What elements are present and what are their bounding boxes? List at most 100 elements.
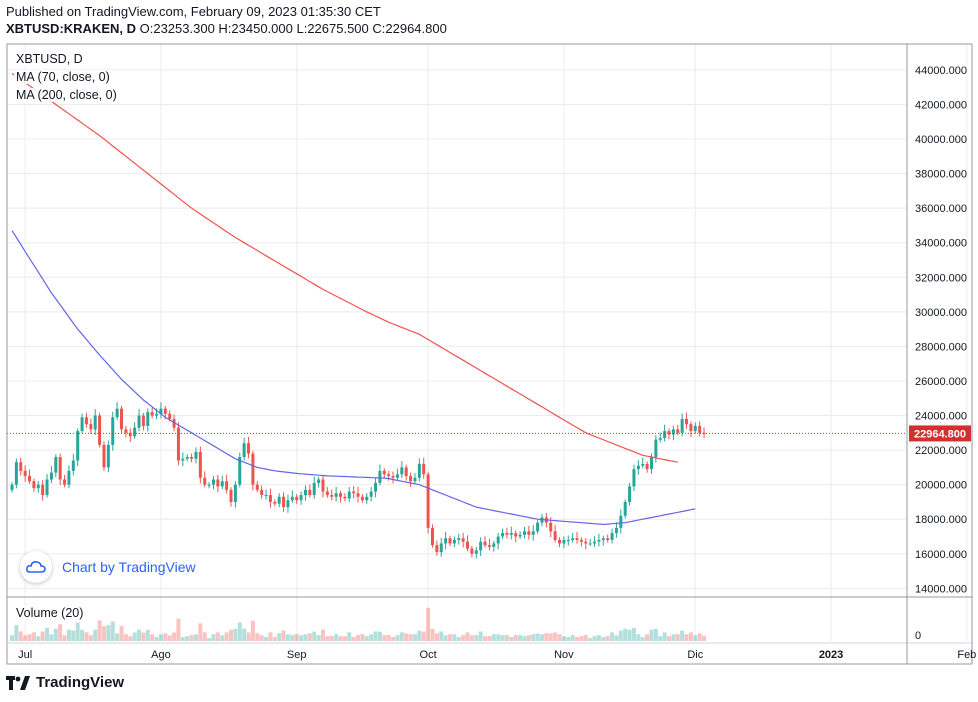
volume-bar xyxy=(80,629,85,641)
candle-body xyxy=(487,545,491,547)
volume-bar xyxy=(356,635,361,641)
volume-bar xyxy=(364,636,369,641)
candle-body xyxy=(207,484,211,486)
volume-bar xyxy=(570,635,575,641)
legend-ma70: MA (70, close, 0) xyxy=(14,70,112,84)
y-tick-label: 42000.000 xyxy=(915,99,967,111)
volume-bar xyxy=(268,632,273,641)
candle-body xyxy=(19,462,23,471)
candle-body xyxy=(321,479,325,492)
volume-bar xyxy=(667,636,671,641)
candle-body xyxy=(198,451,202,478)
volume-bar xyxy=(583,635,588,641)
volume-bar xyxy=(399,632,404,641)
volume-axis-label: 0 xyxy=(915,630,921,642)
volume-bar xyxy=(176,618,181,641)
volume-bar xyxy=(391,637,396,641)
volume-bar xyxy=(224,632,229,641)
candle-body xyxy=(698,425,702,433)
volume-bar xyxy=(448,634,452,641)
volume-bar xyxy=(443,635,448,641)
volume-bar xyxy=(325,636,330,641)
candle-body xyxy=(365,496,369,501)
volume-bar xyxy=(36,636,41,641)
volume-bar xyxy=(320,629,325,641)
candle-body xyxy=(54,457,58,473)
volume-bar xyxy=(561,636,566,641)
volume-bar xyxy=(688,632,693,641)
volume-bar xyxy=(106,625,111,641)
volume-bar xyxy=(618,630,623,641)
volume-bar xyxy=(684,634,689,641)
volume-bar xyxy=(404,633,409,641)
volume-bar xyxy=(150,634,155,641)
candle-body xyxy=(146,412,150,426)
volume-bar xyxy=(154,637,159,641)
cloud-icon xyxy=(20,551,52,583)
candle-body xyxy=(667,431,671,435)
candle-body xyxy=(282,496,286,508)
volume-bar xyxy=(316,635,321,641)
legend-volume: Volume (20) xyxy=(14,606,86,620)
volume-bar xyxy=(285,634,290,641)
candle-body xyxy=(702,432,706,434)
tradingview-logo[interactable]: TradingView xyxy=(6,674,124,691)
y-tick-label: 14000.000 xyxy=(915,583,967,595)
volume-bar xyxy=(601,637,606,641)
candle-body xyxy=(141,415,145,426)
volume-bar xyxy=(623,628,628,641)
candle-body xyxy=(63,479,67,485)
candle-body xyxy=(303,489,307,496)
volume-bar xyxy=(259,635,264,641)
volume-bar xyxy=(167,635,172,641)
volume-bar xyxy=(434,633,439,641)
candle-body xyxy=(137,415,141,428)
candle-body xyxy=(36,484,40,489)
candle-body xyxy=(628,486,632,502)
candle-body xyxy=(308,489,312,496)
volume-bar xyxy=(342,636,347,641)
candle-body xyxy=(339,493,342,497)
volume-bar xyxy=(172,632,177,641)
candle-body xyxy=(558,539,561,544)
candle-body xyxy=(238,457,242,485)
volume-bar xyxy=(377,631,382,641)
candle-body xyxy=(216,479,220,487)
volume-bar xyxy=(229,629,233,641)
candle-body xyxy=(417,463,421,478)
volume-bar xyxy=(373,631,378,641)
volume-bar xyxy=(430,628,435,641)
volume-bar xyxy=(281,630,286,641)
volume-bar xyxy=(557,634,562,641)
candle-body xyxy=(395,474,399,478)
candle-body xyxy=(203,477,207,485)
candle-body xyxy=(658,438,662,440)
candle-body xyxy=(461,538,465,542)
legend-symbol: XBTUSD, D xyxy=(14,52,85,66)
axis-labels: 14000.000 16000.000 18000.000 20000.000 2200… xyxy=(18,65,976,661)
candle-body xyxy=(426,474,430,528)
candle-body xyxy=(378,470,382,483)
y-tick-label: 40000.000 xyxy=(915,134,967,146)
volume-bar xyxy=(71,630,76,641)
volume-bar xyxy=(649,629,654,641)
volume-bar xyxy=(658,636,663,641)
candle-body xyxy=(128,432,132,437)
volume-bar xyxy=(334,634,339,641)
candle-body xyxy=(522,531,526,535)
volume-bar xyxy=(303,634,308,641)
volume-bar xyxy=(496,634,501,641)
candle-body xyxy=(211,479,215,485)
volume-bar xyxy=(220,635,225,641)
volume-bar xyxy=(88,635,93,641)
tv-logo-icon xyxy=(6,675,30,690)
candle-body xyxy=(229,489,233,502)
chart-by-tradingview-badge[interactable]: Chart by TradingView xyxy=(20,551,196,583)
candle-body xyxy=(255,484,259,490)
volume-bar xyxy=(465,632,470,641)
volume-bar xyxy=(312,631,317,641)
candle-body xyxy=(579,539,583,542)
volume-bar xyxy=(640,637,645,641)
candle-body xyxy=(176,427,180,461)
x-tick-label: 2023 xyxy=(819,649,843,661)
